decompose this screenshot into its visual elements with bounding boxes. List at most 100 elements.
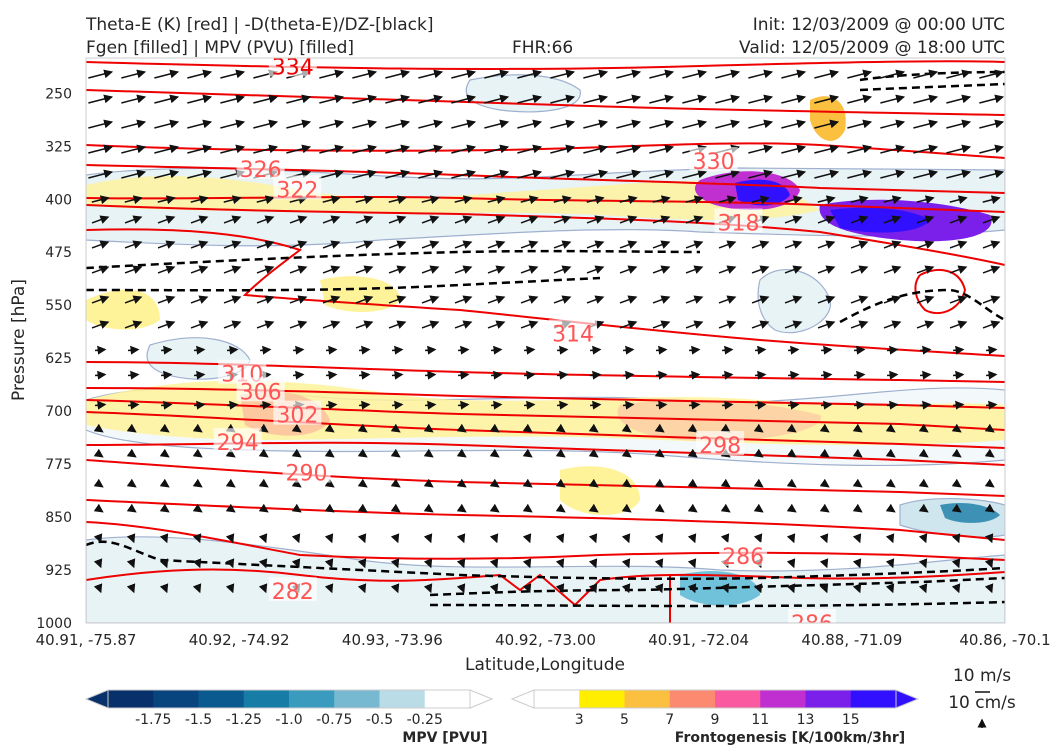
wind-vector: [487, 320, 506, 329]
wind-vector: [852, 478, 863, 488]
theta-e-label-bg: [788, 609, 837, 623]
wind-vector: [385, 94, 411, 104]
colorbar-cell: [534, 690, 580, 708]
wind-vector: [88, 69, 114, 79]
wind-vector: [949, 195, 968, 205]
wind-vector: [352, 119, 378, 129]
wind-vector: [748, 119, 774, 129]
wind-vector: [687, 503, 698, 513]
wind-vector: [159, 583, 169, 594]
wind-vector: [688, 400, 701, 410]
wind-vector: [253, 94, 279, 104]
wind-vector: [982, 295, 1001, 304]
wind-vector: [457, 345, 470, 355]
wind-vector: [619, 215, 638, 224]
wind-vector: [946, 169, 972, 179]
wind-vector: [654, 583, 664, 594]
wind-vector: [490, 370, 503, 380]
wind-vector: [390, 478, 401, 488]
wind-vector: [93, 558, 103, 569]
wind-vector: [984, 448, 995, 458]
wind-vector: [423, 503, 434, 513]
wind-vector: [616, 119, 642, 129]
wind-vector: [484, 144, 510, 154]
wind-vector: [556, 400, 569, 410]
wind-vector: [489, 423, 500, 433]
wind-vector: [159, 533, 169, 544]
wind-vector: [322, 240, 341, 249]
wind-vector: [418, 119, 444, 129]
wind-vector: [619, 265, 638, 274]
wind-vector: [751, 295, 770, 304]
wind-vector: [94, 400, 107, 410]
wind-vector: [357, 448, 368, 458]
wind-vector: [190, 320, 209, 329]
wind-vector: [720, 503, 731, 513]
mpv-colorbar-label: MPV [PVU]: [402, 730, 487, 746]
wind-vector: [258, 533, 268, 544]
wind-vector: [94, 345, 107, 355]
wind-vector: [91, 240, 110, 249]
wind-vector: [852, 423, 863, 433]
wind-vector: [819, 583, 829, 594]
wind-vector: [225, 503, 236, 513]
wind-vector: [951, 478, 962, 488]
wind-vector: [391, 400, 404, 410]
wind-vector: [291, 533, 301, 544]
wind-vector: [154, 119, 180, 129]
wind-vector: [289, 265, 308, 274]
wind-vector: [616, 69, 642, 79]
wind-vector: [324, 478, 335, 488]
y-tick-label: 250: [45, 86, 72, 102]
wind-vector: [451, 119, 477, 129]
wind-vector: [751, 265, 770, 274]
wind-vector: [421, 195, 440, 205]
wind-vector: [223, 240, 242, 249]
wind-vector: [621, 583, 631, 594]
wind-vector: [621, 423, 632, 433]
wind-vector: [489, 448, 500, 458]
wind-vector: [190, 265, 209, 274]
vector-key-bottom: 10 cm/s: [948, 693, 1016, 713]
colorbar-tick-label: -1.0: [275, 712, 302, 728]
wind-vector: [522, 583, 532, 594]
wind-vector: [687, 533, 697, 544]
wind-vector: [753, 448, 764, 458]
wind-vector: [883, 320, 902, 329]
wind-vector: [654, 533, 664, 544]
wind-vector: [814, 144, 840, 154]
wind-vector: [484, 69, 510, 79]
wind-vector: [319, 144, 345, 154]
theta-e-label: 286: [722, 545, 764, 570]
wind-vector: [951, 583, 961, 594]
wind-vector: [324, 558, 334, 569]
wind-vector: [223, 265, 242, 274]
wind-vector: [388, 215, 407, 224]
colorbar-right-extend: [469, 689, 494, 709]
wind-vector: [388, 265, 407, 274]
wind-vector: [225, 558, 235, 569]
wind-vector: [322, 195, 341, 205]
wind-vector: [622, 370, 635, 380]
wind-vector: [850, 320, 869, 329]
wind-vector: [292, 345, 305, 355]
wind-vector: [454, 295, 473, 304]
wind-vector: [291, 558, 301, 569]
wind-vector: [390, 448, 401, 458]
colorbar-left-extend: [510, 689, 535, 709]
wind-vector: [319, 69, 345, 79]
wind-vector: [685, 295, 704, 304]
wind-vector: [91, 320, 110, 329]
wind-vector: [984, 583, 994, 594]
wind-vector: [121, 169, 147, 179]
wind-vector: [324, 448, 335, 458]
wind-vector: [484, 169, 510, 179]
wind-vector: [522, 478, 533, 488]
colorbar-cell: [760, 690, 806, 708]
wind-vector: [457, 400, 470, 410]
wind-vector: [423, 448, 434, 458]
wind-vector: [814, 169, 840, 179]
wind-vector: [259, 400, 272, 410]
wind-vector: [787, 400, 800, 410]
wind-vector: [223, 195, 242, 205]
